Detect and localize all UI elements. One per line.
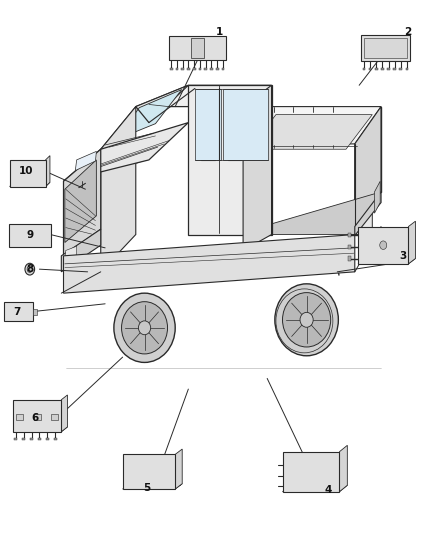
Ellipse shape <box>114 293 175 362</box>
Polygon shape <box>101 107 136 272</box>
Polygon shape <box>136 151 145 163</box>
Bar <box>216 68 219 70</box>
Polygon shape <box>123 484 182 489</box>
Text: 7: 7 <box>13 307 20 317</box>
Bar <box>363 68 365 70</box>
Bar <box>393 68 396 70</box>
Polygon shape <box>61 229 101 272</box>
Bar <box>210 68 213 70</box>
Polygon shape <box>175 449 182 489</box>
Bar <box>387 68 390 70</box>
Bar <box>10 160 46 187</box>
Bar <box>51 414 58 420</box>
Bar <box>358 227 408 264</box>
Bar <box>16 414 23 420</box>
Bar <box>30 438 33 440</box>
Bar <box>406 68 408 70</box>
Polygon shape <box>64 235 355 293</box>
Ellipse shape <box>138 321 151 335</box>
Polygon shape <box>358 259 415 264</box>
Bar <box>14 438 17 440</box>
Bar <box>191 38 204 58</box>
Polygon shape <box>61 395 67 432</box>
Polygon shape <box>65 160 96 243</box>
Polygon shape <box>223 89 268 160</box>
Bar <box>181 68 184 70</box>
Bar <box>381 68 384 70</box>
Bar <box>22 438 25 440</box>
Text: 5: 5 <box>143 483 150 492</box>
Polygon shape <box>243 144 250 235</box>
Bar <box>348 245 351 249</box>
Text: 6: 6 <box>32 414 39 423</box>
Polygon shape <box>408 221 415 264</box>
Polygon shape <box>66 246 77 259</box>
Polygon shape <box>101 85 188 149</box>
Polygon shape <box>355 107 381 227</box>
Ellipse shape <box>283 293 331 347</box>
Bar <box>348 256 351 261</box>
Bar <box>123 454 175 489</box>
Bar <box>399 68 402 70</box>
Polygon shape <box>64 123 188 181</box>
Text: 4: 4 <box>325 486 332 495</box>
Polygon shape <box>339 446 347 491</box>
Polygon shape <box>195 89 221 160</box>
Bar <box>46 438 49 440</box>
Bar <box>369 68 371 70</box>
Bar <box>205 68 207 70</box>
Bar <box>38 438 41 440</box>
Text: 8: 8 <box>26 264 33 274</box>
Bar <box>187 68 190 70</box>
Polygon shape <box>64 149 101 256</box>
Bar <box>176 68 178 70</box>
Polygon shape <box>243 107 381 144</box>
Polygon shape <box>374 181 380 213</box>
FancyBboxPatch shape <box>169 36 226 60</box>
Text: 9: 9 <box>26 230 33 239</box>
Text: 10: 10 <box>19 166 34 175</box>
Bar <box>33 309 37 315</box>
Polygon shape <box>10 182 50 187</box>
Bar <box>199 68 201 70</box>
Bar <box>348 233 351 237</box>
Polygon shape <box>13 427 67 432</box>
Polygon shape <box>136 85 272 107</box>
Ellipse shape <box>122 302 168 354</box>
Ellipse shape <box>300 312 313 327</box>
FancyBboxPatch shape <box>9 224 51 247</box>
Bar <box>375 68 378 70</box>
Text: 1: 1 <box>215 27 223 37</box>
Bar <box>364 38 407 58</box>
Polygon shape <box>355 192 381 236</box>
Circle shape <box>380 241 387 249</box>
Text: 2: 2 <box>404 27 411 37</box>
Polygon shape <box>355 144 372 235</box>
FancyBboxPatch shape <box>4 303 33 321</box>
Polygon shape <box>188 85 272 235</box>
Ellipse shape <box>275 284 338 356</box>
FancyBboxPatch shape <box>361 35 410 61</box>
Polygon shape <box>46 156 50 187</box>
Polygon shape <box>243 85 272 251</box>
Bar <box>170 68 173 70</box>
Polygon shape <box>250 115 372 149</box>
Polygon shape <box>75 151 96 171</box>
Bar <box>193 68 195 70</box>
Circle shape <box>25 263 35 275</box>
Polygon shape <box>283 485 347 491</box>
Bar <box>283 451 339 491</box>
Bar <box>13 400 61 432</box>
Circle shape <box>27 266 32 272</box>
Bar <box>34 414 41 420</box>
Polygon shape <box>116 90 182 140</box>
Bar <box>222 68 224 70</box>
Text: 3: 3 <box>399 251 406 261</box>
Polygon shape <box>243 192 381 235</box>
Bar <box>54 438 57 440</box>
